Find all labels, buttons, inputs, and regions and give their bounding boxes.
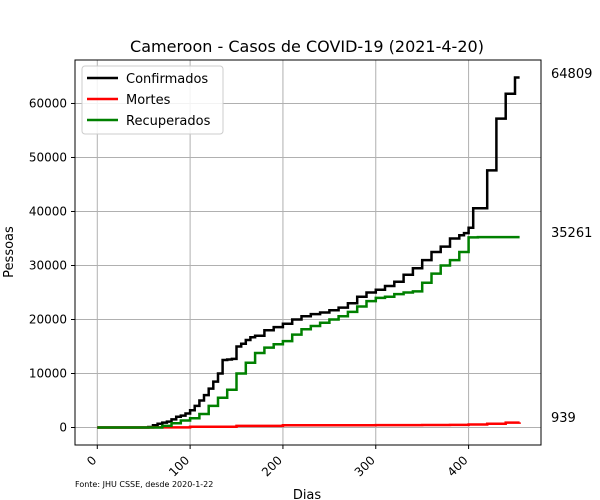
y-tick-label: 60000	[29, 96, 67, 110]
end-label-mortes: 939	[551, 411, 576, 426]
x-axis-label: Dias	[293, 488, 322, 500]
recuperados-line	[97, 235, 520, 429]
end-label-confirmados: 64809	[551, 67, 592, 82]
y-tick-label: 0	[59, 421, 67, 435]
y-axis-label: Pessoas	[2, 226, 17, 278]
chart-title: Cameroon - Casos de COVID-19 (2021-4-20)	[130, 37, 484, 56]
plot-frame	[74, 59, 542, 446]
y-tick-label: 10000	[29, 366, 67, 380]
legend-label-recuperados: Recuperados	[126, 114, 211, 129]
series-lines	[97, 76, 521, 429]
confirmados-line	[97, 76, 520, 429]
mortes-line	[97, 421, 521, 429]
end-label-recuperados: 35261	[551, 226, 592, 241]
legend: Confirmados Mortes Recuperados	[81, 65, 224, 135]
y-tick-label: 50000	[29, 150, 67, 164]
legend-label-confirmados: Confirmados	[126, 72, 208, 87]
legend-label-mortes: Mortes	[126, 93, 171, 108]
legend-box	[81, 65, 224, 135]
y-tick-label: 30000	[29, 258, 67, 272]
source-note: Fonte: JHU CSSE, desde 2020-1-22	[75, 480, 213, 489]
y-tick-label: 40000	[29, 204, 67, 218]
y-tick-label: 20000	[29, 312, 67, 326]
grid	[75, 60, 541, 445]
